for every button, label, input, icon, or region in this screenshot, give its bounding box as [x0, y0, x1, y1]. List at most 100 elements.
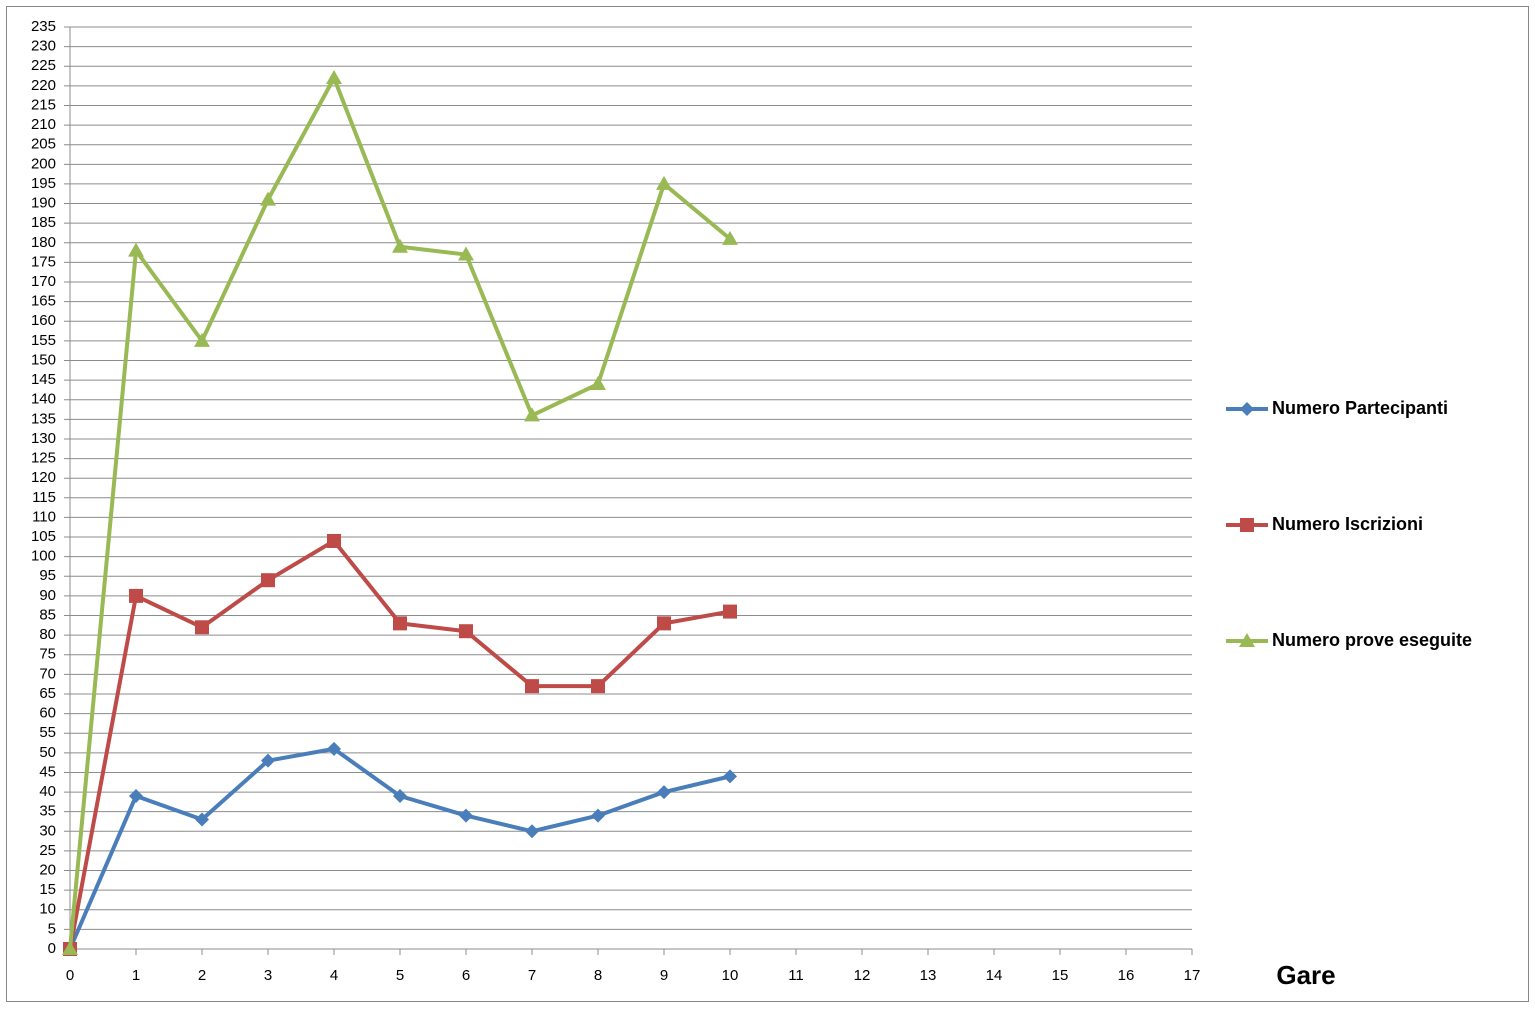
y-tick-label: 150	[31, 351, 56, 368]
x-tick-label: 3	[264, 967, 272, 984]
y-tick-label: 65	[39, 685, 56, 702]
y-tick-label: 190	[31, 195, 56, 212]
y-tick-label: 195	[31, 175, 56, 192]
y-tick-label: 205	[31, 136, 56, 153]
marker	[261, 573, 275, 588]
y-tick-label: 130	[31, 430, 56, 447]
y-tick-label: 35	[39, 803, 56, 820]
y-tick-label: 210	[31, 116, 56, 133]
marker	[525, 679, 539, 694]
marker	[195, 812, 209, 827]
marker	[393, 616, 407, 631]
y-tick-label: 50	[39, 744, 56, 761]
y-tick-label: 75	[39, 646, 56, 663]
marker	[392, 238, 408, 253]
y-tick-label: 80	[39, 626, 56, 643]
y-tick-label: 120	[31, 469, 56, 486]
legend-label: Numero Iscrizioni	[1272, 514, 1423, 534]
y-tick-label: 0	[48, 940, 56, 957]
x-tick-label: 14	[986, 967, 1003, 984]
y-tick-label: 215	[31, 96, 56, 113]
y-tick-label: 85	[39, 606, 56, 623]
y-tick-label: 180	[31, 234, 56, 251]
x-tick-label: 16	[1118, 967, 1135, 984]
marker	[326, 70, 342, 85]
y-tick-label: 230	[31, 38, 56, 55]
y-tick-label: 165	[31, 293, 56, 310]
chart-border	[6, 6, 1529, 1002]
y-tick-label: 225	[31, 57, 56, 74]
legend-marker	[1240, 518, 1254, 532]
x-tick-label: 5	[396, 967, 404, 984]
marker	[591, 808, 605, 823]
x-tick-label: 15	[1052, 967, 1069, 984]
y-tick-label: 15	[39, 881, 56, 898]
marker	[129, 588, 143, 603]
x-tick-label: 9	[660, 967, 668, 984]
marker	[657, 616, 671, 631]
x-tick-label: 17	[1184, 967, 1201, 984]
x-tick-label: 1	[132, 967, 140, 984]
y-tick-label: 200	[31, 155, 56, 172]
x-tick-label: 0	[66, 967, 74, 984]
marker	[722, 230, 738, 245]
legend-label: Numero Partecipanti	[1272, 398, 1448, 418]
marker	[656, 175, 672, 190]
y-tick-label: 60	[39, 705, 56, 722]
y-tick-label: 140	[31, 391, 56, 408]
x-tick-label: 7	[528, 967, 536, 984]
y-tick-label: 160	[31, 312, 56, 329]
y-tick-label: 220	[31, 77, 56, 94]
marker	[458, 246, 474, 261]
legend-marker	[1239, 633, 1255, 647]
marker	[260, 191, 276, 206]
x-tick-label: 2	[198, 967, 206, 984]
marker	[261, 753, 275, 768]
marker	[525, 824, 539, 839]
x-tick-label: 12	[854, 967, 871, 984]
marker	[657, 785, 671, 800]
y-tick-label: 95	[39, 567, 56, 584]
marker	[590, 376, 606, 391]
marker	[524, 407, 540, 422]
y-tick-label: 105	[31, 528, 56, 545]
marker	[194, 332, 210, 347]
marker	[327, 741, 341, 756]
y-tick-label: 185	[31, 214, 56, 231]
marker	[128, 242, 144, 257]
marker	[591, 679, 605, 694]
marker	[62, 941, 78, 955]
legend-label: Numero prove eseguite	[1272, 630, 1472, 650]
y-tick-label: 20	[39, 862, 56, 879]
y-tick-label: 135	[31, 410, 56, 427]
marker	[129, 788, 143, 803]
y-tick-label: 155	[31, 332, 56, 349]
y-tick-label: 10	[39, 901, 56, 918]
y-tick-label: 170	[31, 273, 56, 290]
marker	[723, 769, 737, 784]
legend-marker	[1240, 402, 1254, 416]
y-tick-label: 100	[31, 548, 56, 565]
y-tick-label: 115	[32, 489, 56, 506]
y-tick-label: 175	[31, 253, 56, 270]
x-tick-label: 11	[788, 967, 804, 984]
y-tick-label: 110	[32, 508, 56, 525]
x-axis-label: Gare	[1276, 960, 1335, 990]
marker	[195, 620, 209, 635]
y-tick-label: 40	[39, 783, 56, 800]
marker	[459, 624, 473, 639]
y-tick-label: 55	[39, 724, 56, 741]
x-tick-label: 10	[722, 967, 739, 984]
marker	[393, 788, 407, 803]
y-tick-label: 145	[31, 371, 56, 388]
marker	[327, 533, 341, 548]
x-tick-label: 8	[594, 967, 602, 984]
y-tick-label: 90	[39, 587, 56, 604]
marker	[459, 808, 473, 823]
y-tick-label: 30	[39, 822, 56, 839]
y-tick-label: 45	[39, 763, 56, 780]
x-tick-label: 6	[462, 967, 470, 984]
y-tick-label: 125	[31, 450, 56, 467]
x-tick-label: 13	[920, 967, 937, 984]
